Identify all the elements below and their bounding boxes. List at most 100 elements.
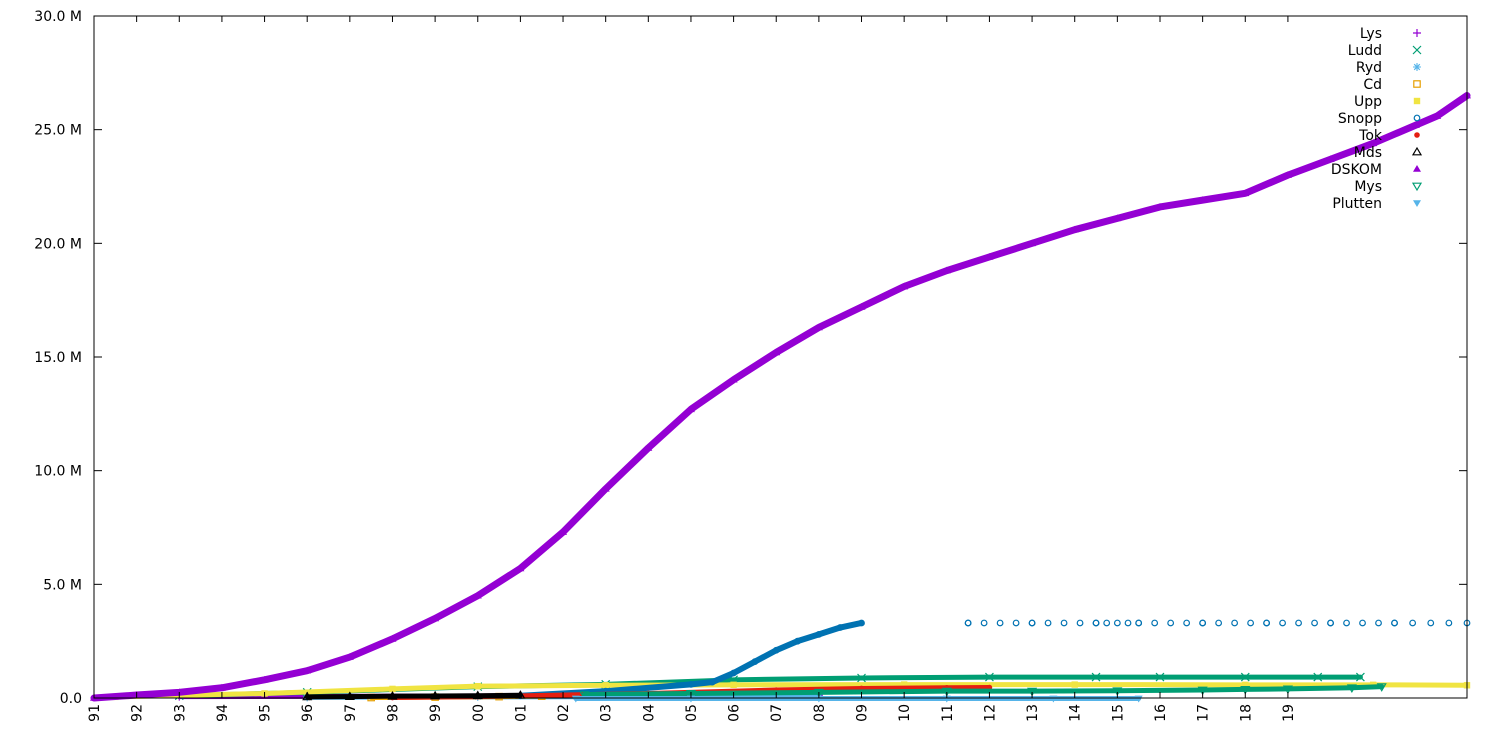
y-tick-label: 25.0 M bbox=[34, 123, 82, 139]
marker-filled-triangle bbox=[1413, 165, 1421, 172]
marker-open-circle bbox=[687, 680, 695, 688]
x-tick-label: 93 bbox=[172, 704, 188, 722]
marker-x bbox=[1412, 45, 1422, 55]
marker-filled-square bbox=[1071, 681, 1078, 688]
marker-open-circle bbox=[1231, 619, 1239, 627]
marker-filled-square bbox=[730, 681, 737, 689]
series-line-snopp bbox=[517, 619, 865, 699]
marker-open-triangle bbox=[1411, 146, 1423, 156]
x-tick-label: 18 bbox=[1238, 704, 1254, 722]
marker-filled-triangle bbox=[900, 282, 909, 290]
x-tick-label: 12 bbox=[982, 704, 998, 722]
marker-open-circle bbox=[1124, 619, 1132, 627]
marker-open-circle bbox=[1183, 619, 1191, 627]
marker-filled-triangle-down bbox=[814, 695, 823, 703]
marker-open-circle bbox=[815, 630, 823, 638]
marker-open-triangle-down bbox=[1346, 684, 1357, 693]
legend-item-dskom: DSKOM bbox=[1331, 162, 1421, 178]
y-tick-label: 15.0 M bbox=[34, 350, 82, 366]
marker-open-circle bbox=[1263, 619, 1270, 627]
marker-filled-triangle bbox=[1070, 225, 1079, 233]
marker-open-square bbox=[1413, 80, 1421, 88]
marker-filled-triangle bbox=[1155, 202, 1164, 210]
marker-open-triangle-down bbox=[1197, 686, 1208, 696]
x-axis: 91 92 93 94 95 96 97 98 99 00 01 02 03 04 05 06 07 08 09 10… bbox=[87, 16, 1297, 722]
x-tick-label: 01 bbox=[513, 704, 529, 722]
marker-filled-triangle-down bbox=[571, 695, 580, 703]
marker-open-circle bbox=[1113, 619, 1121, 627]
marker-filled-triangle bbox=[772, 348, 781, 356]
marker-filled-triangle bbox=[431, 614, 440, 622]
x-tick-label: 15 bbox=[1110, 704, 1126, 722]
legend-item-plutten: Plutten bbox=[1332, 196, 1421, 212]
marker-filled-triangle bbox=[1198, 196, 1207, 203]
marker-open-triangle-down bbox=[579, 691, 590, 700]
marker-filled-triangle bbox=[559, 528, 568, 535]
marker-x bbox=[985, 672, 994, 682]
marker-plus bbox=[1413, 29, 1421, 37]
marker-open-triangle-down bbox=[1376, 683, 1387, 692]
marker-open-circle bbox=[1445, 619, 1453, 627]
x-tick-label: 06 bbox=[727, 704, 743, 722]
marker-x bbox=[1240, 672, 1250, 682]
x-tick-label: 02 bbox=[556, 704, 572, 722]
marker-filled-triangle bbox=[942, 266, 951, 274]
marker-filled-triangle bbox=[814, 323, 823, 331]
marker-open-circle bbox=[1092, 619, 1100, 627]
y-tick-label: 5.0 M bbox=[43, 577, 82, 593]
marker-filled-triangle-down bbox=[1134, 695, 1143, 703]
marker-filled-triangle bbox=[857, 302, 866, 310]
legend-label: Cd bbox=[1363, 77, 1382, 93]
legend-item-upp: Upp bbox=[1354, 94, 1421, 110]
marker-filled-triangle bbox=[729, 375, 738, 383]
x-tick-label: 19 bbox=[1281, 704, 1297, 722]
x-tick-label: 14 bbox=[1068, 704, 1084, 722]
marker-open-triangle-down bbox=[1240, 685, 1251, 695]
marker-filled-square bbox=[602, 682, 609, 689]
marker-open-triangle-down bbox=[941, 687, 952, 697]
marker-open-circle bbox=[1028, 619, 1036, 627]
marker-filled-square bbox=[1413, 97, 1421, 105]
x-tick-label: 13 bbox=[1025, 704, 1041, 722]
marker-open-circle bbox=[794, 637, 801, 645]
x-tick-label: 95 bbox=[258, 704, 274, 722]
x-tick-label: 07 bbox=[769, 704, 785, 722]
marker-open-circle bbox=[772, 646, 780, 654]
marker-filled-triangle bbox=[601, 484, 610, 492]
legend-label: Mys bbox=[1354, 179, 1382, 195]
series-dskom bbox=[90, 91, 1471, 702]
marker-open-circle bbox=[1076, 619, 1084, 627]
series-line-mds bbox=[304, 692, 523, 700]
x-tick-label: 91 bbox=[87, 704, 103, 722]
marker-open-triangle-down bbox=[685, 690, 697, 699]
plot-frame bbox=[93, 15, 1468, 699]
legend-label: Ryd bbox=[1356, 60, 1382, 76]
marker-filled-triangle bbox=[260, 675, 269, 683]
marker-open-circle bbox=[1167, 619, 1175, 627]
marker-filled-triangle bbox=[1241, 189, 1250, 197]
marker-open-circle bbox=[1135, 619, 1143, 627]
marker-open-circle bbox=[1343, 619, 1350, 627]
legend-item-ryd: Ryd bbox=[1356, 60, 1421, 76]
x-tick-label: 11 bbox=[940, 704, 956, 722]
marker-open-circle bbox=[1199, 619, 1207, 627]
y-tick-label: 0.0 bbox=[60, 691, 82, 707]
marker-x bbox=[857, 673, 866, 683]
marker-filled-triangle bbox=[516, 564, 525, 572]
marker-open-triangle-down bbox=[1112, 687, 1123, 696]
marker-filled-triangle-down bbox=[1413, 200, 1421, 207]
x-tick-label: 97 bbox=[343, 704, 359, 722]
marker-open-circle bbox=[1359, 619, 1366, 627]
marker-open-circle bbox=[708, 678, 716, 686]
marker-filled-triangle bbox=[985, 252, 994, 260]
marker-filled-triangle-down bbox=[686, 695, 695, 703]
marker-open-circle bbox=[1311, 619, 1318, 627]
marker-open-circle bbox=[1427, 619, 1435, 627]
marker-asterisk bbox=[1413, 63, 1421, 71]
marker-open-circle bbox=[1103, 619, 1111, 627]
legend-item-ludd: Ludd bbox=[1348, 43, 1422, 59]
legend-label: Upp bbox=[1354, 94, 1382, 110]
y-tick-label: 20.0 M bbox=[34, 236, 82, 252]
marker-filled-triangle bbox=[1283, 171, 1292, 178]
